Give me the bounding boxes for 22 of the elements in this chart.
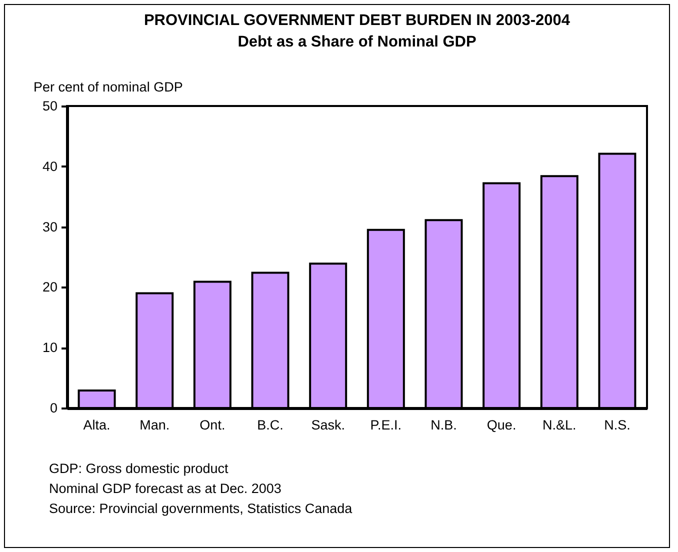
y-tick-label: 40: [42, 158, 58, 174]
text: GDP: Gross domestic product: [49, 460, 230, 478]
y-axis-title: Per cent of nominal GDP: [34, 80, 183, 94]
text: Nominal GDP forecast as at Dec. 2003: [49, 480, 282, 498]
chart-subtitle: Debt as a Share of Nominal GDP: [238, 34, 476, 50]
x-tick-label: Alta.: [83, 418, 110, 432]
x-tick-label: P.E.I.: [370, 418, 402, 432]
x-tick-label: N.S.: [604, 418, 630, 432]
source-note: Source: Provincial governments, Statistics Canada: [49, 500, 352, 518]
x-tick-label: B.C.: [257, 418, 284, 432]
x-tick-label: Man.: [140, 418, 170, 432]
y-tick-label: 10: [42, 340, 58, 356]
chart-title: PROVINCIAL GOVERNMENT DEBT BURDEN IN 2003-2004: [144, 12, 570, 29]
y-tick-label: 50: [42, 98, 58, 114]
y-tick-label: 30: [42, 219, 58, 234]
y-tick-label: 20: [42, 280, 58, 295]
x-tick-label: N.B.: [430, 418, 457, 432]
x-tick-label: N.&L.: [542, 418, 576, 432]
x-tick-label: Sask.: [311, 418, 345, 432]
y-tick-label: 0: [50, 400, 58, 416]
x-tick-label: Ont.: [200, 418, 226, 432]
x-tick-label: Que.: [486, 418, 516, 432]
